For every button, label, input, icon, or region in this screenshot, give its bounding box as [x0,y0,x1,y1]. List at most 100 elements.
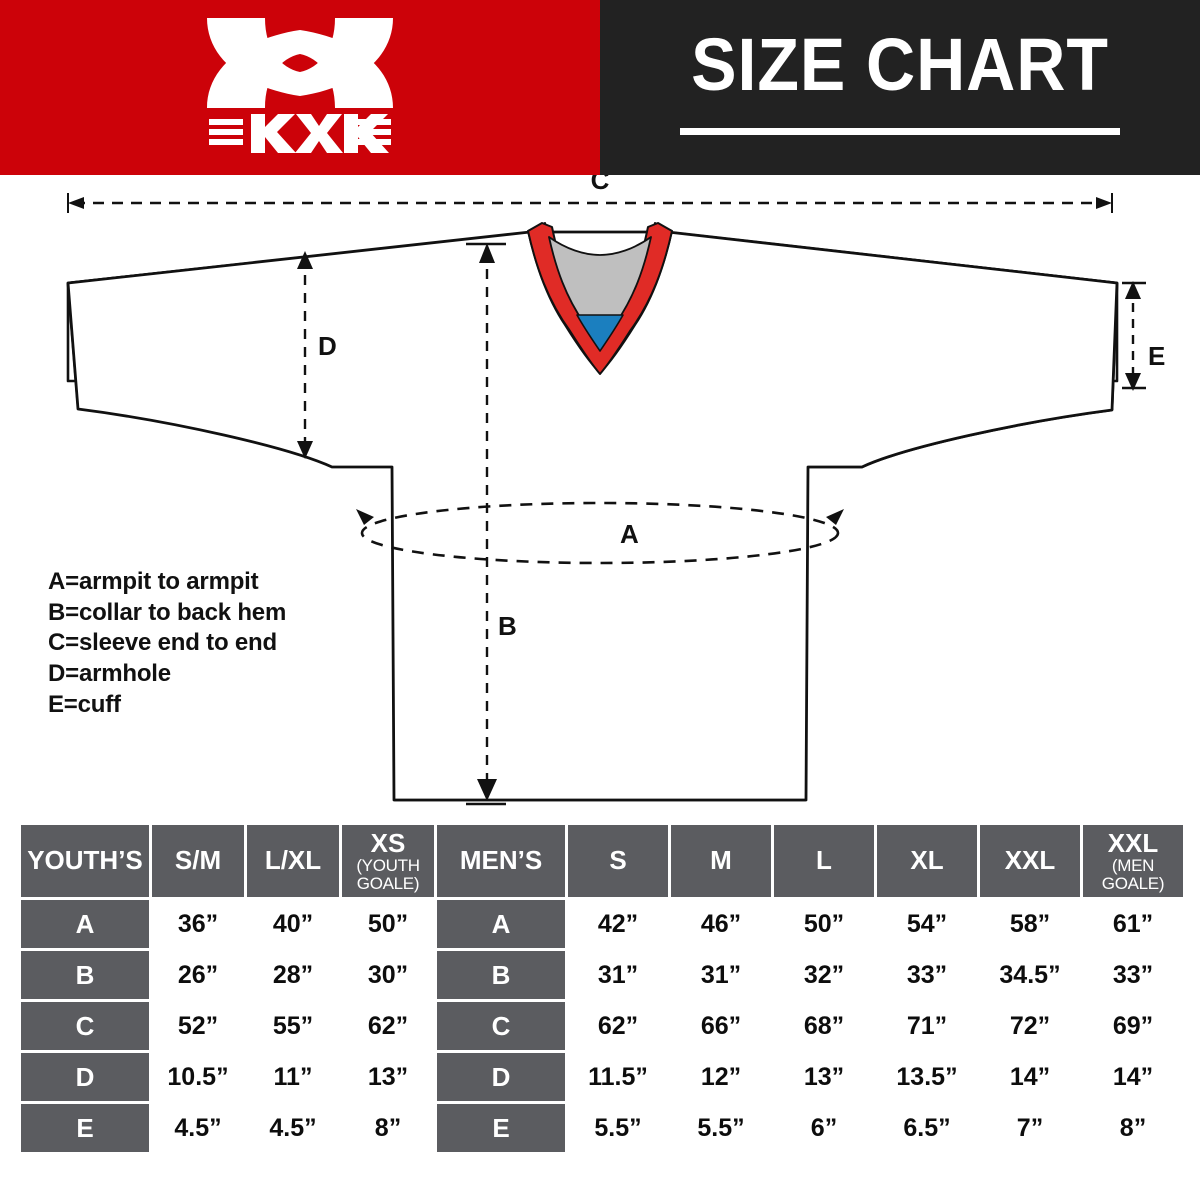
measurement-cell: 50” [342,900,434,948]
header-brand-panel [0,0,600,175]
row-label-men: D [437,1053,565,1101]
measurement-cell: 4.5” [152,1104,244,1152]
header-title-panel: SIZE CHART [600,0,1200,175]
row-label-youth: D [21,1053,149,1101]
table-row: C 52” 55” 62” C 62” 66” 68” 71” 72” 69” [21,1002,1183,1050]
row-label-men: A [437,900,565,948]
row-label-men: B [437,951,565,999]
measurement-cell: 42” [568,900,668,948]
title-underline [680,128,1120,135]
column-header: MEN’S [437,825,565,897]
column-header-label: L/XL [264,845,322,876]
measurement-cell: 7” [980,1104,1080,1152]
column-header-sublabel: (MEN GOALE) [1101,855,1165,893]
measurement-cell: 62” [342,1002,434,1050]
measurement-legend: A=armpit to armpit B=collar to back hem … [48,567,378,721]
table-row: B 26” 28” 30” B 31” 31” 32” 33” 34.5” 33” [21,951,1183,999]
column-header: L [774,825,874,897]
dimension-label-d: D [318,331,337,361]
dimension-label-c: C [591,175,610,195]
column-header-label: XXL [1004,845,1056,876]
table-row: E 4.5” 4.5” 8” E 5.5” 5.5” 6” 6.5” 7” 8” [21,1104,1183,1152]
column-header: XS (YOUTH GOALE) [342,825,434,897]
page-title: SIZE CHART [691,23,1109,106]
row-label-youth: E [21,1104,149,1152]
measurement-cell: 6.5” [877,1104,977,1152]
table-row: A 36” 40” 50” A 42” 46” 50” 54” 58” 61” [21,900,1183,948]
measurement-cell: 33” [877,951,977,999]
measurement-cell: 13.5” [877,1053,977,1101]
row-label-youth: B [21,951,149,999]
size-chart-table: YOUTH’S S/M L/XL XS (YOUTH GOALE) MEN’S S M L XL XX… [18,822,1186,1155]
kxk-logo-icon [207,18,393,153]
measurement-cell: 5.5” [671,1104,771,1152]
measurement-cell: 46” [671,900,771,948]
measurement-cell: 8” [1083,1104,1183,1152]
column-header: XXL [980,825,1080,897]
measurement-cell: 12” [671,1053,771,1101]
legend-line-e: E=cuff [48,690,121,718]
measurement-cell: 40” [247,900,339,948]
measurement-cell: 34.5” [980,951,1080,999]
measurement-cell: 72” [980,1002,1080,1050]
dimension-a: A [356,501,844,565]
column-header-label: MEN’S [459,845,543,876]
column-header: S/M [152,825,244,897]
row-label-youth: C [21,1002,149,1050]
measurement-cell: 58” [980,900,1080,948]
measurement-cell: 10.5” [152,1053,244,1101]
measurement-cell: 33” [1083,951,1183,999]
row-label-men: E [437,1104,565,1152]
column-header-label: XL [910,845,944,876]
measurement-cell: 26” [152,951,244,999]
jersey-diagram: D E A B C [0,175,1200,815]
measurement-cell: 6” [774,1104,874,1152]
jersey-silhouette [66,230,1119,802]
measurement-cell: 68” [774,1002,874,1050]
measurement-cell: 14” [1083,1053,1183,1101]
column-header-label: XXL [1107,827,1159,858]
legend-line-a: A=armpit to armpit [48,568,259,595]
dimension-label-a: A [620,519,639,549]
measurement-cell: 30” [342,951,434,999]
brand-logo [0,10,600,160]
dimension-d: D [297,251,337,459]
dimension-c [67,193,1113,213]
column-header-label: YOUTH’S [27,845,143,876]
column-header: XL [877,825,977,897]
column-header-sublabel: (YOUTH GOALE) [356,855,420,893]
column-header: XXL (MEN GOALE) [1083,825,1183,897]
measurement-cell: 4.5” [247,1104,339,1152]
measurement-cell: 50” [774,900,874,948]
legend-line-b: B=collar to back hem [48,598,287,626]
measurement-cell: 11” [247,1053,339,1101]
table-header-row: YOUTH’S S/M L/XL XS (YOUTH GOALE) MEN’S S M L XL XX… [21,825,1183,897]
measurement-cell: 54” [877,900,977,948]
measurement-cell: 62” [568,1002,668,1050]
table-row: D 10.5” 11” 13” D 11.5” 12” 13” 13.5” 14” 14” [21,1053,1183,1101]
measurement-cell: 11.5” [568,1053,668,1101]
column-header: M [671,825,771,897]
measurement-cell: 31” [568,951,668,999]
row-label-men: C [437,1002,565,1050]
collar [527,222,673,375]
measurement-cell: 36” [152,900,244,948]
column-header-label: L [816,845,832,876]
legend-line-d: D=armhole [48,660,171,688]
page-header: SIZE CHART [0,0,1200,175]
dimension-e: E [1122,281,1165,391]
measurement-cell: 8” [342,1104,434,1152]
measurement-cell: 55” [247,1002,339,1050]
measurement-cell: 31” [671,951,771,999]
measurement-cell: 13” [774,1053,874,1101]
jersey-diagram-svg: D E A B C [66,175,1165,806]
column-header: S [568,825,668,897]
measurement-cell: 61” [1083,900,1183,948]
column-header: L/XL [247,825,339,897]
measurement-cell: 52” [152,1002,244,1050]
dimension-b: B [466,242,517,806]
measurement-cell: 14” [980,1053,1080,1101]
legend-line-c: C=sleeve end to end [48,629,277,657]
measurement-cell: 13” [342,1053,434,1101]
measurement-cell: 32” [774,951,874,999]
